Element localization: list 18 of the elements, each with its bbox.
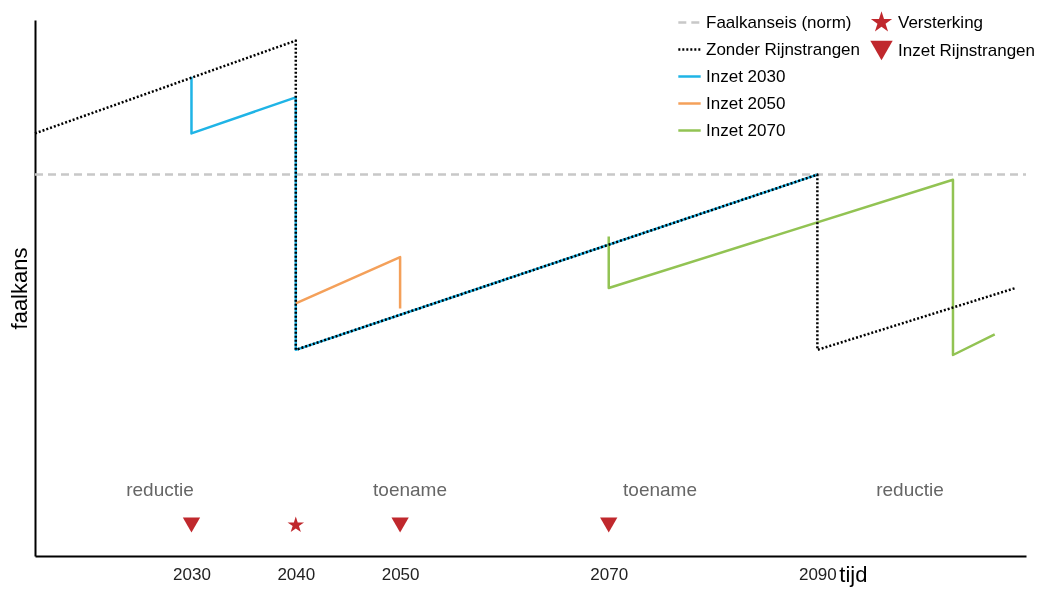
x-axis-title: tijd xyxy=(839,562,868,587)
annotation: reductie xyxy=(126,479,194,500)
legend-label: Faalkanseis (norm) xyxy=(706,12,852,32)
legend-label: Inzet 2030 xyxy=(706,66,786,86)
x-tick-label: 2040 xyxy=(277,564,316,584)
legend-label: Versterking xyxy=(898,12,984,32)
annotation: toename xyxy=(373,479,447,500)
x-tick-label: 2030 xyxy=(173,564,211,584)
legend-label: Inzet 2050 xyxy=(706,93,786,113)
y-axis-title: faalkans xyxy=(6,247,32,330)
x-tick-label: 2070 xyxy=(590,564,629,584)
x-tick-label: 2090 xyxy=(798,564,837,584)
annotation: reductie xyxy=(876,479,944,500)
legend-label: Inzet Rijnstrangen xyxy=(898,40,1036,60)
legend-label: Inzet 2070 xyxy=(706,120,786,140)
annotation: toename xyxy=(623,479,697,500)
x-tick-label: 2050 xyxy=(381,564,420,584)
legend-label: Zonder Rijnstrangen xyxy=(706,39,861,59)
